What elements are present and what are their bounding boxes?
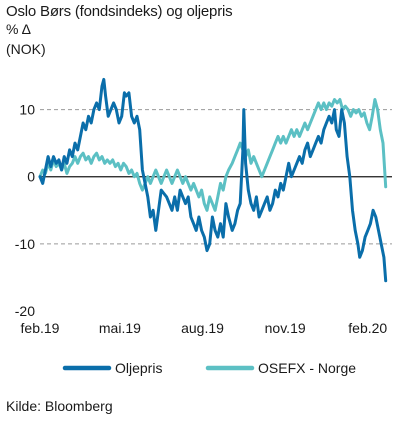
x-tick-label: feb.20 (348, 320, 387, 336)
chart-title: Oslo Børs (fondsindeks) og oljepris (6, 3, 233, 20)
y-tick-label: 10 (19, 102, 35, 118)
x-tick-label: aug.19 (181, 320, 224, 336)
legend-label-1: OSEFX - Norge (258, 360, 356, 376)
x-tick-label: feb.19 (21, 320, 60, 336)
series-line-osefx (38, 98, 388, 212)
legend-label-0: Oljepris (115, 360, 162, 376)
unit-label-percent: % Δ (6, 21, 31, 37)
y-tick-label: -10 (15, 236, 35, 252)
y-tick-label: -20 (15, 303, 35, 319)
series-line-oljepris (38, 77, 388, 283)
y-tick-label: 0 (27, 169, 35, 185)
x-tick-label: mai.19 (99, 320, 141, 336)
series-lines (38, 77, 388, 283)
x-axis-ticks: feb.19 mai.19 aug.19 nov.19 feb.20 (21, 320, 388, 336)
x-tick-label: nov.19 (265, 320, 306, 336)
source-note: Kilde: Bloomberg (6, 398, 113, 414)
legend: Oljepris OSEFX - Norge (62, 360, 356, 376)
unit-label-currency: (NOK) (6, 41, 46, 57)
y-axis-ticks: 10 0 -10 -20 (15, 102, 35, 319)
